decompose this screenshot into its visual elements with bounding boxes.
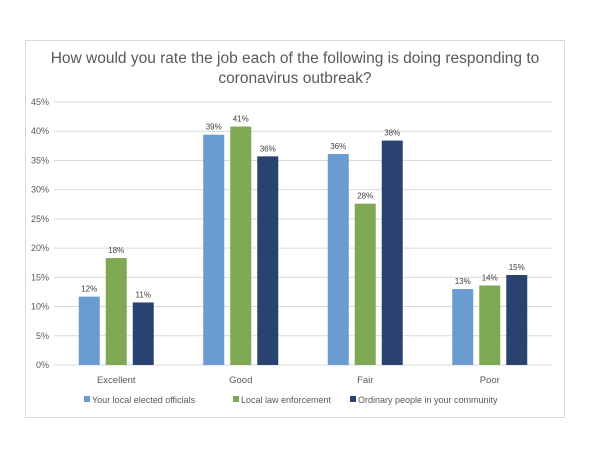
bar xyxy=(479,285,501,365)
bar xyxy=(78,296,100,365)
x-tick-label: Excellent xyxy=(97,375,136,386)
legend-label: Your local elected officials xyxy=(92,395,196,405)
legend-swatch xyxy=(350,396,356,402)
bar xyxy=(132,302,154,365)
bar xyxy=(327,154,349,365)
y-tick-label: 35% xyxy=(31,155,49,165)
data-label: 12% xyxy=(81,285,97,294)
data-label: 11% xyxy=(136,290,151,299)
y-tick-label: 15% xyxy=(31,272,49,282)
y-tick-label: 25% xyxy=(31,214,49,224)
data-label: 38% xyxy=(384,129,400,138)
chart-title: How would you rate the job each of the f… xyxy=(50,50,540,87)
y-tick-label: 10% xyxy=(31,302,49,312)
x-tick-label: Poor xyxy=(480,375,500,386)
data-label: 15% xyxy=(509,263,525,272)
legend-swatch xyxy=(233,396,239,402)
bar xyxy=(381,140,403,365)
data-label: 28% xyxy=(357,192,373,201)
bar xyxy=(506,274,528,365)
y-tick-label: 40% xyxy=(31,126,49,136)
y-tick-label: 45% xyxy=(31,97,49,107)
bar xyxy=(257,156,279,365)
bar xyxy=(105,258,127,365)
y-tick-label: 20% xyxy=(31,243,49,253)
data-label: 36% xyxy=(330,142,346,151)
data-label: 41% xyxy=(233,115,249,124)
x-tick-label: Fair xyxy=(357,375,373,386)
bar xyxy=(354,203,376,365)
bar xyxy=(230,126,252,366)
data-label: 13% xyxy=(455,277,471,286)
y-tick-label: 0% xyxy=(36,360,49,370)
x-tick-label: Good xyxy=(229,375,252,386)
legend-swatch xyxy=(84,396,90,402)
data-label: 18% xyxy=(108,246,124,255)
legend-label: Local law enforcement xyxy=(241,395,332,405)
y-tick-label: 30% xyxy=(31,185,49,195)
bar xyxy=(452,289,474,365)
legend-label: Ordinary people in your community xyxy=(358,395,498,405)
bar xyxy=(203,134,225,365)
data-label: 39% xyxy=(206,123,222,132)
y-tick-label: 5% xyxy=(36,331,49,341)
data-label: 14% xyxy=(482,274,498,283)
data-label: 36% xyxy=(260,144,276,153)
